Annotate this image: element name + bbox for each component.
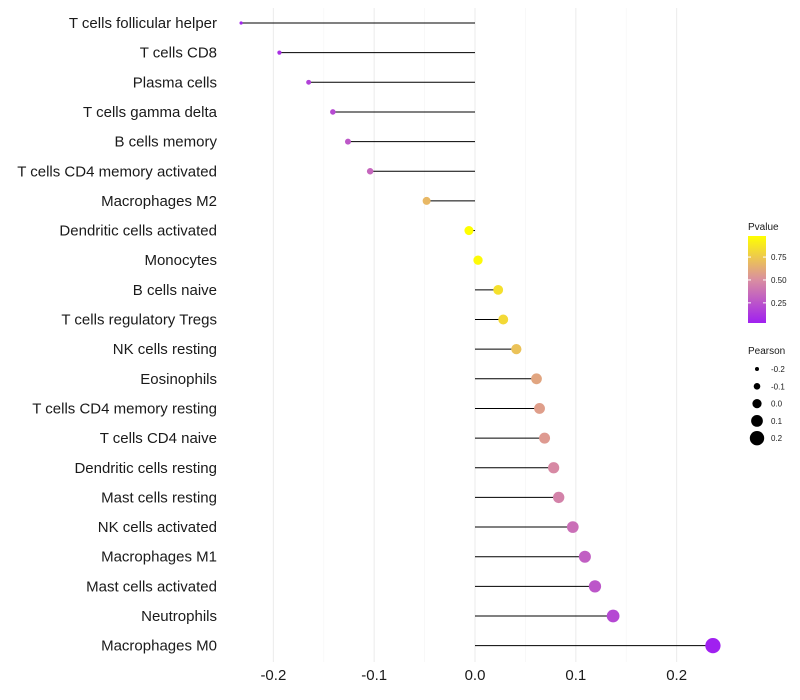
lollipop-point: [588, 580, 602, 593]
category-labels: T cells follicular helper T cells CD8 Plas…: [17, 15, 217, 655]
category-label: B cells memory: [114, 134, 217, 151]
lollipop-point: [566, 521, 579, 533]
lollipop-point: [498, 314, 509, 325]
size-legend-label: 0.2: [771, 434, 783, 443]
category-label: Mast cells resting: [101, 489, 217, 506]
size-legend-dot: [753, 382, 761, 390]
lollipop-point: [548, 462, 560, 474]
grid-lines: [272, 8, 678, 662]
size-legend-label: 0.0: [771, 400, 783, 409]
size-legend-dot: [749, 431, 765, 446]
x-tick-label: 0.1: [565, 667, 586, 684]
x-axis-ticks: -0.2 -0.1 0.0 0.1 0.2: [260, 667, 687, 684]
lollipop-points: [239, 21, 721, 654]
category-label: B cells naive: [133, 282, 217, 299]
size-legend-dot: [752, 399, 762, 409]
size-legend-label: 0.1: [771, 417, 783, 426]
lollipop-point: [422, 196, 431, 205]
lollipop-point: [493, 284, 504, 295]
size-legend-dot: [754, 366, 760, 372]
category-label: Dendritic cells activated: [59, 223, 217, 240]
category-label: NK cells resting: [113, 341, 217, 358]
size-legend-title: Pearson: [748, 346, 785, 357]
legend: Pvalue Pearson 0.25 0.50 0.75 -0.2 -0.1 0.0 0.…: [748, 222, 787, 446]
lollipop-point: [239, 21, 243, 25]
category-label: Neutrophils: [141, 608, 217, 625]
pvalue-colorbar: [748, 236, 766, 323]
lollipop-point: [277, 50, 282, 55]
category-label: Plasma cells: [133, 74, 217, 91]
lollipop-point: [534, 403, 545, 414]
category-label: Mast cells activated: [86, 578, 217, 595]
category-label: NK cells activated: [98, 519, 217, 536]
category-label: Macrophages M2: [101, 193, 217, 210]
lollipop-point: [473, 255, 483, 265]
lollipop-point: [511, 344, 522, 355]
lollipop-point: [306, 79, 312, 85]
lollipop-point: [344, 138, 351, 145]
category-label: T cells regulatory Tregs: [61, 312, 217, 329]
category-label: T cells CD4 memory resting: [32, 400, 217, 417]
category-label: T cells CD8: [140, 45, 217, 62]
lollipop-point: [539, 432, 551, 444]
lollipop-point: [578, 550, 591, 563]
category-label: Eosinophils: [140, 371, 217, 388]
lollipop-point: [464, 226, 474, 236]
lollipop-stems: [241, 22, 713, 647]
color-legend-title: Pvalue: [748, 222, 779, 233]
category-label: T cells CD4 memory activated: [17, 163, 217, 180]
category-label: Dendritic cells resting: [74, 460, 217, 477]
category-label: Monocytes: [144, 252, 217, 269]
category-label: Macrophages M1: [101, 549, 217, 566]
colorbar-tick-label: 0.75: [771, 253, 787, 262]
lollipop-point: [330, 109, 336, 115]
x-tick-label: 0.2: [666, 667, 687, 684]
x-tick-label: 0.0: [465, 667, 486, 684]
lollipop-point: [705, 638, 721, 654]
category-label: Macrophages M0: [101, 638, 217, 655]
lollipop-point: [606, 609, 620, 623]
category-label: T cells follicular helper: [69, 15, 217, 32]
lollipop-point: [553, 491, 565, 504]
colorbar-tick-label: 0.25: [771, 299, 787, 308]
colorbar-tick-label: 0.50: [771, 276, 787, 285]
category-label: T cells gamma delta: [83, 104, 218, 121]
x-tick-label: -0.1: [361, 667, 387, 684]
lollipop-point: [531, 373, 542, 385]
size-legend-dot: [751, 415, 763, 427]
size-legend-label: -0.2: [771, 365, 785, 374]
lollipop-point: [366, 167, 374, 175]
size-legend-label: -0.1: [771, 382, 785, 391]
category-label: T cells CD4 naive: [100, 430, 217, 447]
x-tick-label: -0.2: [260, 667, 286, 684]
